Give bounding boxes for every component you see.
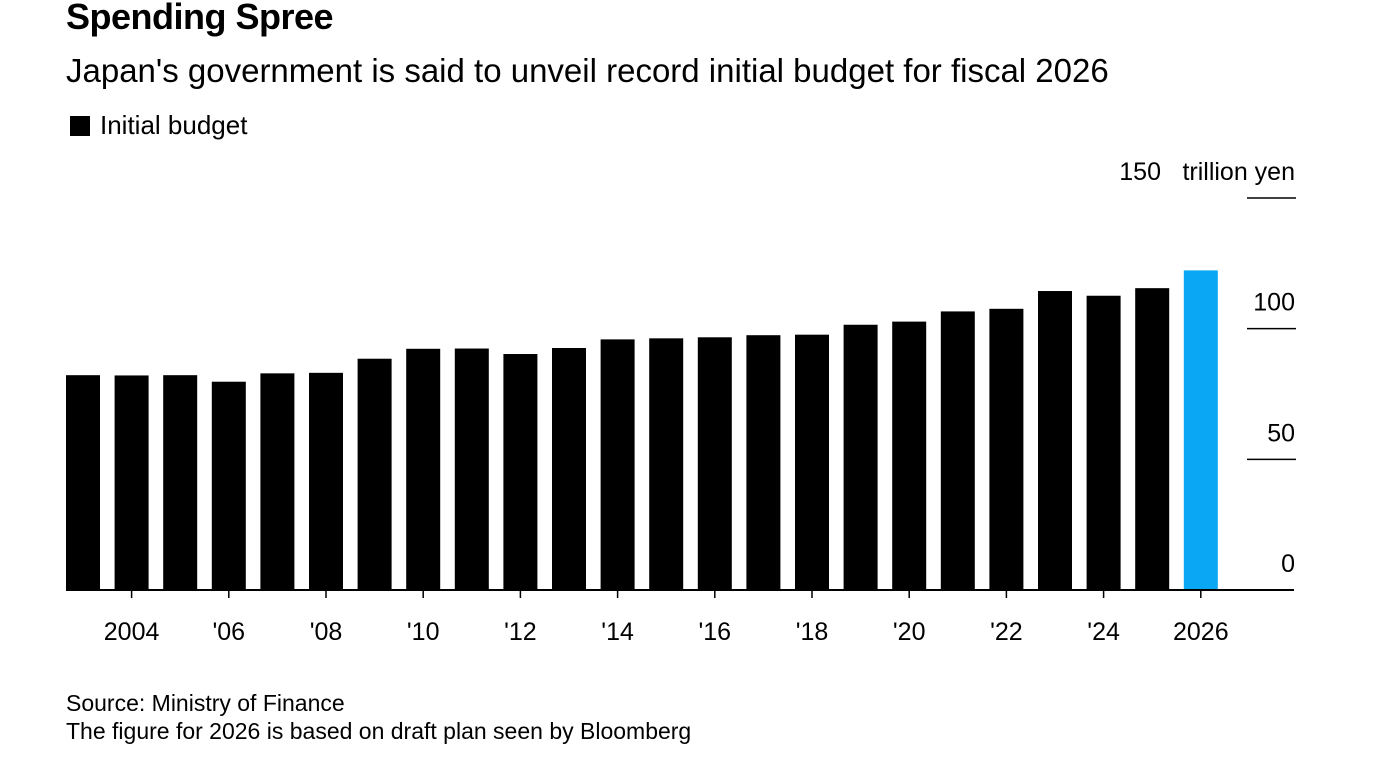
- bar-2018: [795, 334, 829, 590]
- x-tick-label-2024: '24: [1087, 618, 1120, 646]
- bar-2020: [892, 321, 927, 590]
- source-text: Source: Ministry of Finance: [66, 690, 345, 716]
- bar-2004: [114, 375, 149, 590]
- bar-2024: [1086, 295, 1121, 590]
- bar-2017: [746, 335, 781, 590]
- bar-2023: [1038, 291, 1072, 590]
- chart-subtitle: Japan's government is said to unveil rec…: [66, 52, 1109, 89]
- bar-2025: [1135, 288, 1170, 590]
- bar-2014: [600, 339, 635, 590]
- x-tick-label-2010: '10: [407, 618, 440, 646]
- x-tick-label-2014: '14: [601, 618, 634, 646]
- chart-title: Spending Spree: [66, 0, 334, 37]
- bar-2013: [552, 348, 586, 590]
- legend-label: Initial budget: [100, 110, 248, 140]
- x-tick-label-2026: 2026: [1173, 618, 1229, 646]
- bar-2005: [163, 375, 198, 590]
- x-tick-label-2004: 2004: [104, 618, 160, 646]
- x-tick-label-2006: '06: [213, 618, 246, 646]
- bar-2019: [843, 324, 878, 590]
- bar-2003: [66, 375, 100, 590]
- x-tick-label-2022: '22: [990, 618, 1023, 646]
- source-notes: Source: Ministry of Finance The figure f…: [66, 689, 691, 745]
- bar-2021: [940, 311, 975, 590]
- bar-2026: [1183, 270, 1218, 590]
- bar-2008: [309, 372, 343, 590]
- bar-2010: [406, 348, 441, 590]
- bar-chart: 0 50 100 150 trillion yen 2004 '06 '08 '10 '12 '14…: [66, 158, 1296, 646]
- bar-2009: [357, 358, 392, 590]
- legend-swatch: [70, 115, 90, 136]
- x-tick-label-2012: '12: [504, 618, 537, 646]
- x-tick-label-2008: '08: [310, 618, 343, 646]
- y-tick-label-150: 150: [1119, 158, 1161, 186]
- y-tick-label-0: 0: [1281, 550, 1295, 578]
- bar-2016: [697, 337, 732, 590]
- x-tick-label-2018: '18: [796, 618, 829, 646]
- bar-2006: [211, 381, 246, 590]
- bar-2015: [649, 338, 684, 590]
- footnote-text: The figure for 2026 is based on draft pl…: [66, 718, 692, 744]
- bar-2012: [503, 354, 538, 590]
- x-tick-label-2020: '20: [893, 618, 926, 646]
- y-tick-label-100: 100: [1253, 289, 1295, 317]
- bar-2022: [989, 308, 1024, 590]
- legend: Initial budget: [70, 110, 247, 141]
- x-tick-label-2016: '16: [699, 618, 732, 646]
- y-tick-label-50: 50: [1267, 419, 1295, 447]
- y-unit-label: trillion yen: [1182, 158, 1295, 186]
- bar-2011: [454, 348, 489, 590]
- bar-2007: [260, 373, 295, 590]
